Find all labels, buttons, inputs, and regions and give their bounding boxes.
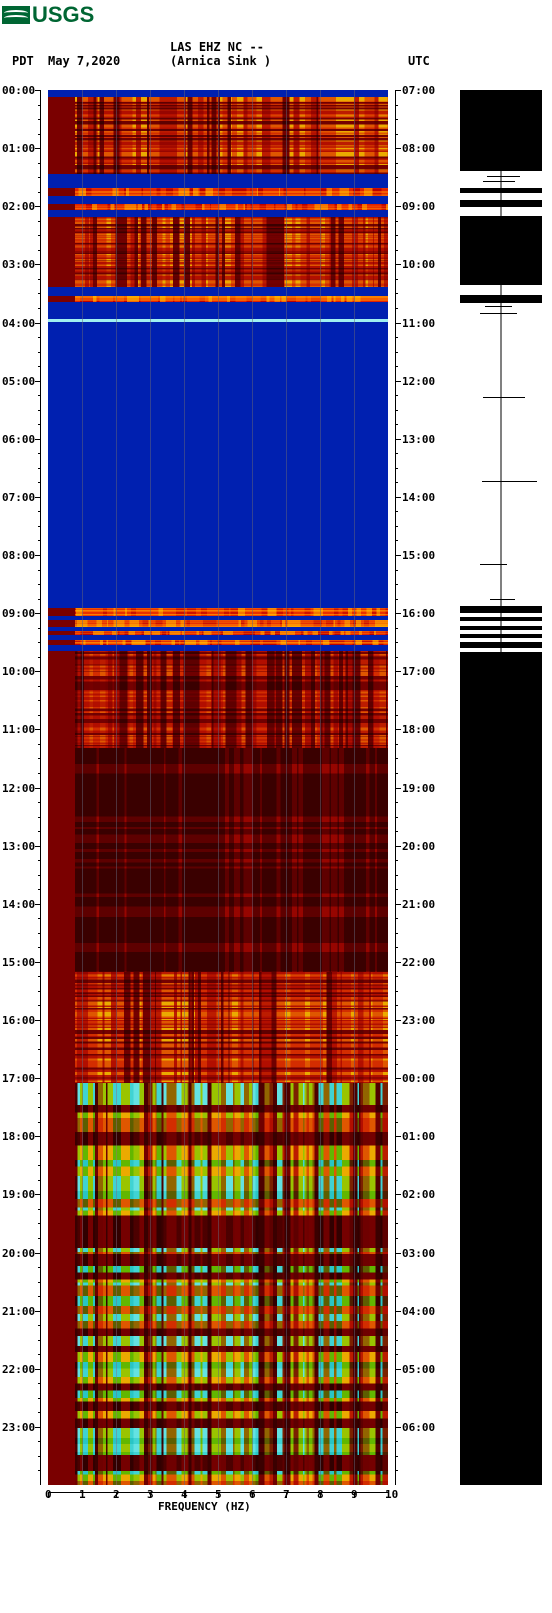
- right-tick-label: 02:00: [402, 1188, 435, 1201]
- left-tick-label: 19:00: [2, 1188, 35, 1201]
- gridline: [150, 90, 151, 1485]
- logo-text: USGS: [32, 2, 94, 28]
- x-tick-label: 5: [215, 1488, 222, 1501]
- seismogram-block: [460, 216, 542, 286]
- right-tick-label: 09:00: [402, 200, 435, 213]
- x-tick-label: 1: [79, 1488, 86, 1501]
- left-tick-label: 23:00: [2, 1421, 35, 1434]
- tz-right-label: UTC: [408, 54, 430, 68]
- left-tick-label: 04:00: [2, 317, 35, 330]
- right-tick-label: 20:00: [402, 840, 435, 853]
- x-tick-label: 6: [249, 1488, 256, 1501]
- logo-wave-icon: [2, 6, 30, 24]
- x-tick-label: 3: [147, 1488, 154, 1501]
- right-tick-label: 07:00: [402, 84, 435, 97]
- left-time-axis: [40, 90, 48, 1485]
- x-tick-label: 7: [283, 1488, 290, 1501]
- left-tick-label: 17:00: [2, 1072, 35, 1085]
- seismogram-block: [460, 188, 542, 194]
- left-tick-label: 13:00: [2, 840, 35, 853]
- left-tick-label: 12:00: [2, 782, 35, 795]
- gridline: [116, 90, 117, 1485]
- right-tick-label: 03:00: [402, 1247, 435, 1260]
- seismogram-block: [460, 200, 542, 207]
- gridline: [82, 90, 83, 1485]
- right-tick-label: 00:00: [402, 1072, 435, 1085]
- seismogram-block: [460, 634, 542, 638]
- right-tick-label: 04:00: [402, 1305, 435, 1318]
- left-tick-label: 05:00: [2, 375, 35, 388]
- seismogram-block: [460, 606, 542, 613]
- right-tick-label: 10:00: [402, 258, 435, 271]
- seismogram-block: [460, 626, 542, 630]
- x-tick-label: 0: [45, 1488, 52, 1501]
- right-tick-label: 05:00: [402, 1363, 435, 1376]
- right-tick-label: 08:00: [402, 142, 435, 155]
- right-tick-label: 18:00: [402, 723, 435, 736]
- gridline: [320, 90, 321, 1485]
- x-tick-label: 4: [181, 1488, 188, 1501]
- seismogram-block: [460, 642, 542, 648]
- seismogram-plot: [460, 90, 542, 1485]
- left-tick-label: 01:00: [2, 142, 35, 155]
- right-tick-label: 16:00: [402, 607, 435, 620]
- right-time-axis: [388, 90, 396, 1485]
- right-tick-label: 14:00: [402, 491, 435, 504]
- left-tick-label: 07:00: [2, 491, 35, 504]
- gridline: [184, 90, 185, 1485]
- right-tick-label: 06:00: [402, 1421, 435, 1434]
- station-line2: (Arnica Sink ): [170, 54, 271, 68]
- left-tick-label: 22:00: [2, 1363, 35, 1376]
- gridline: [286, 90, 287, 1485]
- date-label: May 7,2020: [48, 54, 120, 68]
- x-tick-label: 2: [113, 1488, 120, 1501]
- left-tick-label: 00:00: [2, 84, 35, 97]
- right-tick-label: 01:00: [402, 1130, 435, 1143]
- station-line1: LAS EHZ NC --: [170, 40, 264, 54]
- gridline: [218, 90, 219, 1485]
- x-tick-label: 8: [317, 1488, 324, 1501]
- left-tick-label: 20:00: [2, 1247, 35, 1260]
- right-tick-label: 15:00: [402, 549, 435, 562]
- left-tick-label: 11:00: [2, 723, 35, 736]
- right-tick-label: 11:00: [402, 317, 435, 330]
- usgs-logo: USGS: [2, 2, 94, 28]
- right-tick-label: 21:00: [402, 898, 435, 911]
- right-tick-label: 19:00: [402, 782, 435, 795]
- seismogram-block: [460, 90, 542, 171]
- seismogram-block: [460, 652, 542, 1485]
- left-tick-label: 16:00: [2, 1014, 35, 1027]
- spectrogram-plot: [48, 90, 388, 1485]
- left-tick-label: 10:00: [2, 665, 35, 678]
- x-tick-label: 9: [351, 1488, 358, 1501]
- left-tick-label: 02:00: [2, 200, 35, 213]
- left-tick-label: 15:00: [2, 956, 35, 969]
- seismogram-block: [460, 295, 542, 303]
- gridline: [252, 90, 253, 1485]
- seismogram-block: [460, 617, 542, 621]
- left-tick-label: 08:00: [2, 549, 35, 562]
- left-tick-label: 18:00: [2, 1130, 35, 1143]
- right-tick-label: 17:00: [402, 665, 435, 678]
- right-tick-label: 22:00: [402, 956, 435, 969]
- left-tick-label: 06:00: [2, 433, 35, 446]
- tz-left-label: PDT: [12, 54, 34, 68]
- left-tick-label: 14:00: [2, 898, 35, 911]
- right-tick-label: 23:00: [402, 1014, 435, 1027]
- left-tick-label: 03:00: [2, 258, 35, 271]
- x-axis-label: FREQUENCY (HZ): [158, 1500, 251, 1513]
- right-tick-label: 12:00: [402, 375, 435, 388]
- left-tick-label: 21:00: [2, 1305, 35, 1318]
- left-tick-label: 09:00: [2, 607, 35, 620]
- gridline: [354, 90, 355, 1485]
- right-tick-label: 13:00: [402, 433, 435, 446]
- x-tick-label: 10: [385, 1488, 398, 1501]
